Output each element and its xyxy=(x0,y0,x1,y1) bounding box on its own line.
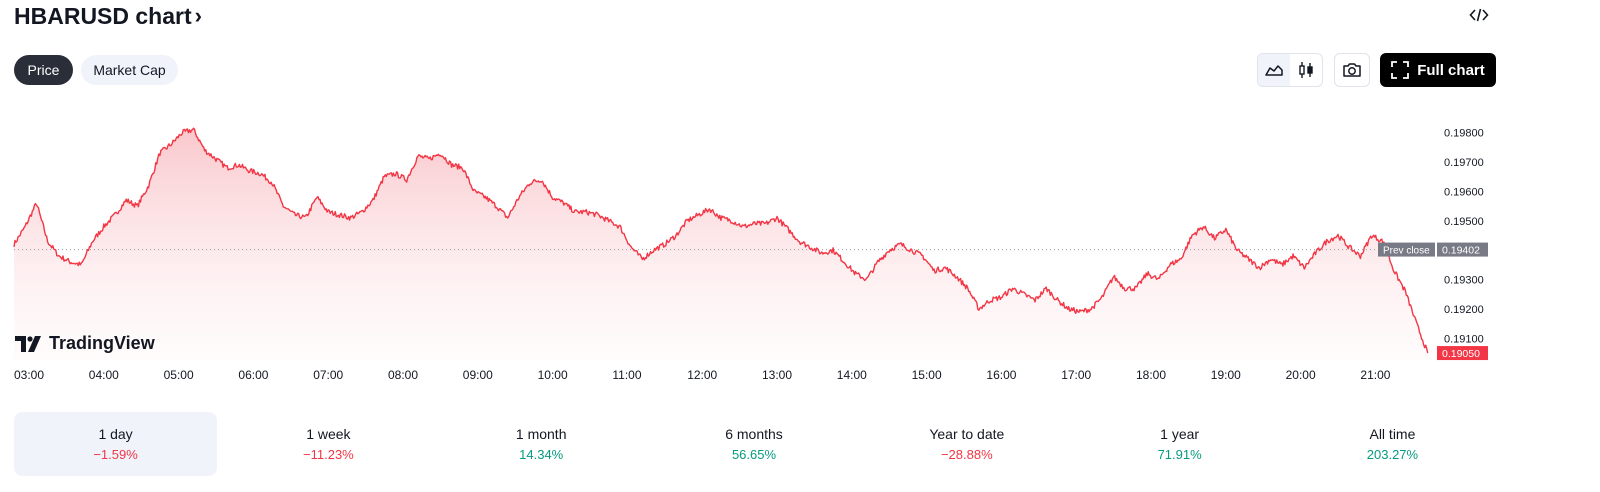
camera-icon xyxy=(1343,63,1361,77)
period-label: 1 week xyxy=(306,426,351,442)
x-tick-label: 10:00 xyxy=(538,368,568,382)
period-change: 71.91% xyxy=(1157,447,1202,462)
x-tick-label: 07:00 xyxy=(313,368,343,382)
period-all-time[interactable]: All time 203.27% xyxy=(1291,412,1494,476)
x-tick-label: 12:00 xyxy=(687,368,717,382)
prev-close-label: Prev close xyxy=(1383,246,1430,257)
period-1-day[interactable]: 1 day −1.59% xyxy=(14,412,218,476)
prev-close-value: 0.19402 xyxy=(1442,245,1480,257)
code-icon xyxy=(1469,8,1489,22)
period-6-months[interactable]: 6 months 56.65% xyxy=(652,412,855,476)
tradingview-logo-text: TradingView xyxy=(49,333,155,353)
y-tick-label: 0.19100 xyxy=(1444,333,1484,345)
period-change: −11.23% xyxy=(303,447,354,462)
chart-title-link[interactable]: HBARUSD chart › xyxy=(14,2,202,30)
period-1-year[interactable]: 1 year 71.91% xyxy=(1078,412,1281,476)
embed-code-button[interactable] xyxy=(1466,4,1492,26)
fullscreen-icon xyxy=(1391,61,1410,79)
period-label: 1 year xyxy=(1160,426,1200,442)
screenshot-button[interactable] xyxy=(1334,53,1370,87)
last-price-bg xyxy=(1437,346,1488,361)
period-change: −28.88% xyxy=(940,447,993,462)
candlestick-chart-button[interactable] xyxy=(1290,54,1322,86)
y-tick-label: 0.19500 xyxy=(1444,216,1484,228)
x-tick-label: 04:00 xyxy=(89,368,119,382)
x-tick-label: 17:00 xyxy=(1061,368,1091,382)
x-tick-label: 03:00 xyxy=(14,368,44,382)
period-change: 203.27% xyxy=(1366,447,1419,462)
page-title: HBARUSD chart xyxy=(14,2,192,29)
period-change: 56.65% xyxy=(731,447,777,462)
x-tick-label: 08:00 xyxy=(388,368,418,382)
last-price-value: 0.19050 xyxy=(1442,348,1480,360)
y-tick-label: 0.19600 xyxy=(1444,186,1484,198)
tab-price[interactable]: Price xyxy=(14,55,73,85)
x-tick-label: 21:00 xyxy=(1360,368,1390,382)
x-tick-label: 06:00 xyxy=(238,368,268,382)
price-area-fill xyxy=(14,128,1428,360)
x-tick-label: 16:00 xyxy=(986,368,1016,382)
x-tick-label: 19:00 xyxy=(1211,368,1241,382)
period-1-month[interactable]: 1 month 14.34% xyxy=(440,412,643,476)
candlestick-icon xyxy=(1299,62,1313,78)
period-label: Year to date xyxy=(929,426,1005,442)
x-tick-label: 18:00 xyxy=(1136,368,1166,382)
y-tick-label: 0.19200 xyxy=(1444,304,1484,316)
chevron-right-icon: › xyxy=(194,3,202,28)
period-label: 6 months xyxy=(725,426,783,442)
tradingview-logo-icon xyxy=(15,335,41,352)
x-tick-label: 05:00 xyxy=(164,368,194,382)
x-tick-label: 15:00 xyxy=(912,368,942,382)
period-change: 14.34% xyxy=(519,447,564,462)
period-label: All time xyxy=(1369,426,1416,442)
x-tick-label: 09:00 xyxy=(463,368,493,382)
x-tick-label: 14:00 xyxy=(837,368,867,382)
price-line xyxy=(13,127,1429,354)
prev-close-label-bg xyxy=(1378,242,1435,257)
area-chart-icon xyxy=(1265,65,1283,76)
period-year-to-date[interactable]: Year to date −28.88% xyxy=(865,412,1068,476)
chart-style-toggle xyxy=(1257,53,1323,87)
tradingview-logo: TradingView xyxy=(15,333,155,354)
full-chart-label: Full chart xyxy=(1417,61,1485,79)
period-1-week[interactable]: 1 week −11.23% xyxy=(227,412,430,476)
period-change: −1.59% xyxy=(93,447,138,462)
full-chart-button[interactable]: Full chart xyxy=(1380,53,1496,87)
y-tick-label: 0.19300 xyxy=(1444,275,1484,287)
performance-periods: 1 day −1.59% 1 week −11.23% 1 month 14.3… xyxy=(14,412,1494,476)
period-label: 1 month xyxy=(515,426,567,442)
y-tick-label: 0.19700 xyxy=(1444,157,1484,169)
period-label: 1 day xyxy=(98,426,133,442)
x-tick-label: 20:00 xyxy=(1286,368,1316,382)
prev-close-value-bg xyxy=(1437,242,1488,257)
price-chart[interactable]: 0.19800 0.19700 0.19600 0.19500 0.19300 0.192… xyxy=(0,96,1600,396)
area-chart-button[interactable] xyxy=(1258,54,1290,86)
y-tick-label: 0.19800 xyxy=(1444,128,1484,140)
x-tick-label: 13:00 xyxy=(762,368,792,382)
x-tick-label: 11:00 xyxy=(612,368,641,382)
tab-market-cap[interactable]: Market Cap xyxy=(81,55,178,85)
